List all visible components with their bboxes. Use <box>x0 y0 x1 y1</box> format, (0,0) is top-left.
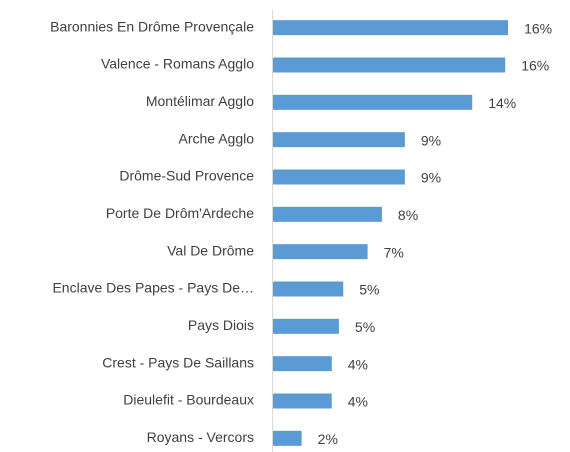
value-label: 2% <box>318 431 338 447</box>
y-tick-label: Val De Drôme <box>167 242 254 258</box>
bar <box>273 94 473 110</box>
y-tick-label: Dieulefit - Bourdeaux <box>123 392 254 408</box>
bar <box>273 281 344 297</box>
value-label: 16% <box>524 20 552 36</box>
bar <box>273 206 382 222</box>
y-tick-label: Royans - Vercors <box>147 429 254 445</box>
value-label: 5% <box>359 282 379 298</box>
value-label: 5% <box>355 319 375 335</box>
bar <box>273 57 506 73</box>
y-tick-label: Baronnies En Drôme Provençale <box>50 18 254 34</box>
value-label: 16% <box>521 58 549 74</box>
value-label: 8% <box>398 207 418 223</box>
value-label: 4% <box>348 394 368 410</box>
bar <box>273 430 302 446</box>
bar <box>273 393 332 409</box>
bar <box>273 356 332 372</box>
value-label: 4% <box>348 356 368 372</box>
bar <box>273 132 405 148</box>
y-tick-label: Valence - Romans Agglo <box>101 56 254 72</box>
y-tick-label: Crest - Pays De Saillans <box>102 354 254 370</box>
bar <box>273 169 405 185</box>
y-tick-label: Montélimar Agglo <box>146 93 254 109</box>
y-tick-label: Porte De Drôm'Ardeche <box>106 205 254 221</box>
bar <box>273 318 339 334</box>
y-tick-label: Pays Diois <box>188 317 254 333</box>
value-label: 9% <box>421 132 441 148</box>
y-tick-label: Drôme-Sud Provence <box>119 168 254 184</box>
y-tick-label: Arche Agglo <box>179 130 255 146</box>
value-label: 7% <box>384 244 404 260</box>
bar <box>273 244 368 260</box>
value-label: 9% <box>421 170 441 186</box>
value-label: 14% <box>488 95 516 111</box>
y-tick-label: Enclave Des Papes - Pays De… <box>52 280 254 296</box>
bar <box>273 20 509 36</box>
